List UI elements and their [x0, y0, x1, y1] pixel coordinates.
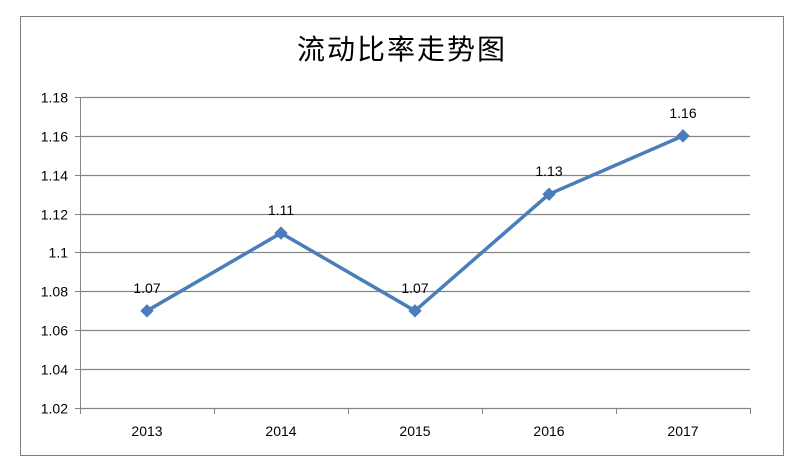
data-point-marker	[676, 129, 690, 143]
x-tick-labels: 2013 2014 2015 2016 2017	[131, 423, 698, 439]
chart-frame	[20, 16, 784, 456]
chart-title: 流动比率走势图	[296, 33, 507, 66]
data-label: 1.07	[133, 280, 160, 296]
data-point-marker	[140, 304, 154, 318]
x-tick-label: 2013	[131, 423, 162, 439]
axes	[75, 97, 751, 414]
y-tick-label: 1.1	[49, 245, 69, 261]
data-label: 1.07	[401, 280, 428, 296]
data-point-marker	[408, 304, 422, 318]
y-tick-label: 1.12	[41, 207, 68, 223]
y-tick-label: 1.08	[41, 284, 68, 300]
data-point-marker	[542, 187, 556, 201]
y-tick-label: 1.04	[41, 362, 68, 378]
data-label: 1.11	[268, 202, 294, 218]
y-tick-label: 1.06	[41, 323, 68, 339]
data-label: 1.16	[669, 105, 696, 121]
data-label: 1.13	[535, 163, 562, 179]
x-tick-label: 2017	[667, 423, 698, 439]
series	[140, 129, 690, 318]
data-point-marker	[274, 226, 288, 240]
y-tick-label: 1.14	[41, 168, 68, 184]
x-tick-label: 2014	[265, 423, 296, 439]
y-tick-label: 1.16	[41, 129, 68, 145]
x-tick-label: 2016	[533, 423, 564, 439]
y-tick-labels: 1.02 1.04 1.06 1.08 1.1 1.12 1.14 1.16 1.18	[41, 90, 68, 417]
y-tick-label: 1.18	[41, 90, 68, 106]
y-tick-label: 1.02	[41, 401, 68, 417]
x-tick-label: 2015	[399, 423, 430, 439]
grid-lines	[80, 96, 750, 371]
data-labels: 1.07 1.11 1.07 1.13 1.16	[133, 105, 696, 296]
